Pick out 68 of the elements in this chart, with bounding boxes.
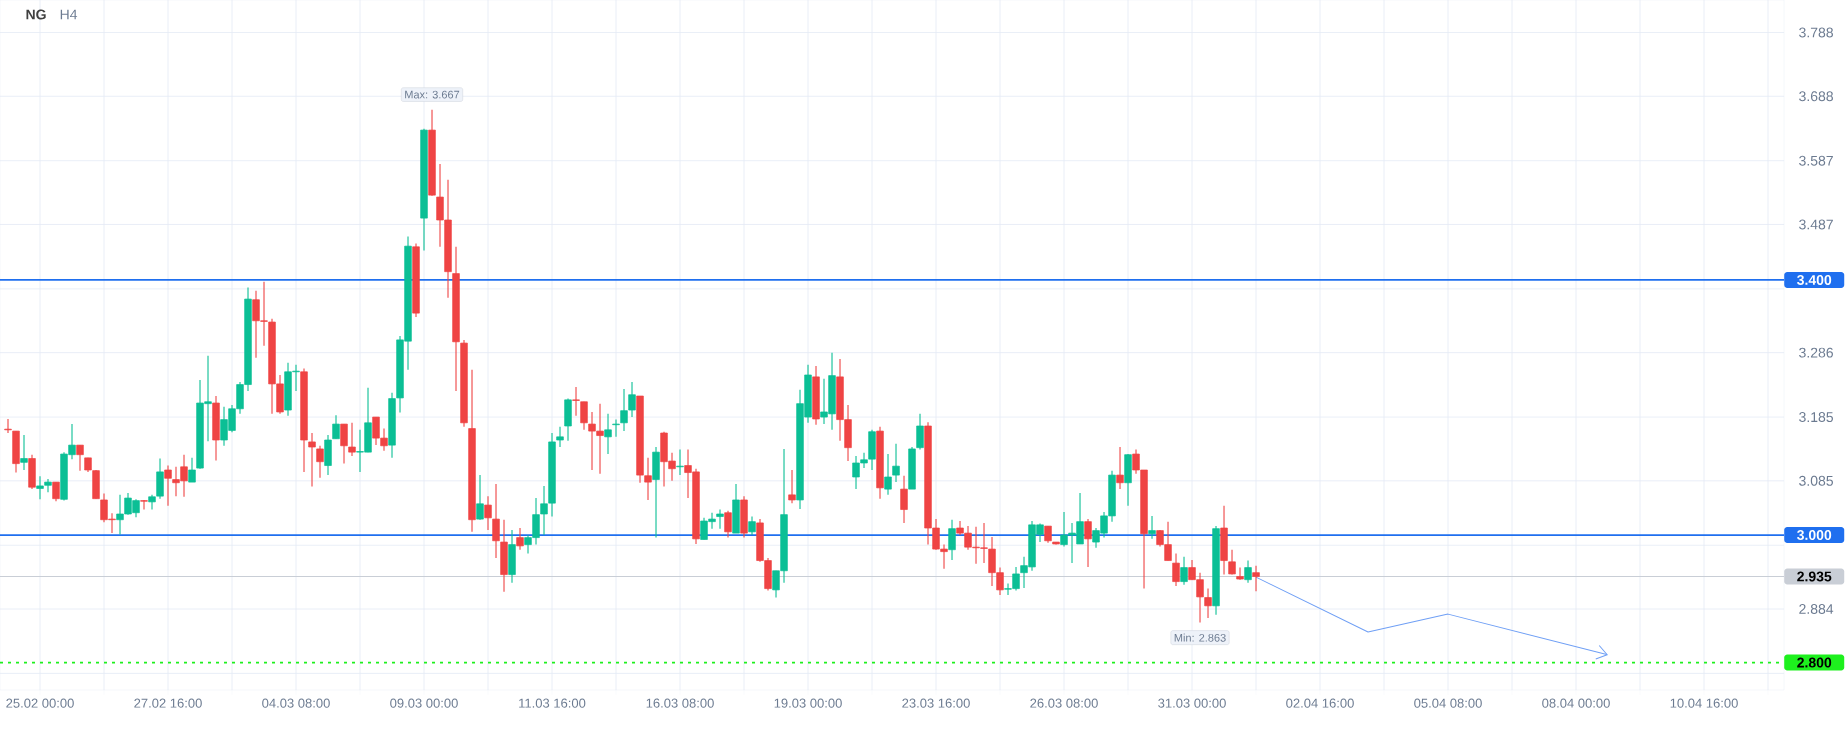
candlestick <box>884 453 892 496</box>
x-tick-label: 19.03 00:00 <box>774 698 842 708</box>
candlestick <box>164 464 172 507</box>
x-tick-label: 31.03 00:00 <box>1158 698 1226 708</box>
candlestick <box>20 434 28 471</box>
candlestick <box>1244 559 1252 584</box>
y-tick-label: 3.185 <box>1799 412 1833 423</box>
candlestick <box>188 457 196 483</box>
candlestick <box>724 510 732 539</box>
x-tick-label: 02.04 16:00 <box>1286 698 1354 708</box>
candlestick <box>1084 518 1092 568</box>
candlestick <box>1228 549 1236 576</box>
x-tick-label: 08.04 00:00 <box>1542 698 1610 708</box>
y-tick-label: 3.487 <box>1799 219 1833 230</box>
ref-line-label: 3.000 <box>1797 530 1832 540</box>
candlestick <box>1180 556 1188 586</box>
x-tick-label: 10.04 16:00 <box>1670 698 1738 708</box>
annotation: Min: 2.863 <box>1174 633 1226 642</box>
y-tick-label: 3.688 <box>1799 91 1833 102</box>
y-tick-label: 3.788 <box>1799 27 1833 38</box>
candlestick <box>948 519 956 561</box>
y-tick-label: 2.884 <box>1799 604 1834 614</box>
x-tick-label: 09.03 00:00 <box>390 698 458 708</box>
x-tick-label: 16.03 08:00 <box>646 698 714 708</box>
candlestick <box>556 426 564 448</box>
candlestick <box>900 475 908 524</box>
candlestick <box>140 499 148 511</box>
x-tick-label: 05.04 08:00 <box>1414 698 1482 708</box>
candlestick <box>348 422 356 457</box>
ref-line-label: 3.400 <box>1797 274 1832 285</box>
candlestick <box>1236 567 1244 581</box>
text: H4 <box>60 9 78 20</box>
candlestick <box>612 419 620 438</box>
text: NG <box>26 9 46 20</box>
candlestick <box>492 483 500 559</box>
x-tick-label: 11.03 16:00 <box>519 698 586 708</box>
x-tick-label: 04.03 08:00 <box>262 698 330 708</box>
x-tick-label: 23.03 16:00 <box>902 698 970 708</box>
candlestick <box>484 495 492 531</box>
candlestick <box>788 469 796 504</box>
candlestick <box>604 413 612 455</box>
x-tick-label: 26.03 08:00 <box>1030 698 1098 708</box>
ref-line-label: 2.800 <box>1797 657 1832 668</box>
candlestick <box>340 423 348 465</box>
candlestick <box>516 527 524 551</box>
ref-line-label: 2.935 <box>1797 571 1832 582</box>
candlestick <box>1148 515 1156 540</box>
candlestick <box>1116 446 1124 490</box>
candlestick <box>76 444 84 472</box>
candlestick <box>52 481 60 502</box>
candlestick <box>1252 565 1260 592</box>
candlestick <box>572 386 580 417</box>
candlestick <box>748 515 756 536</box>
candlestick <box>1172 552 1180 587</box>
y-tick-label: 3.085 <box>1799 475 1833 486</box>
candlestick <box>332 414 340 440</box>
candlestick <box>308 432 316 488</box>
x-tick-label: 27.02 16:00 <box>134 698 202 708</box>
candlestick <box>580 401 588 431</box>
y-tick-label: 3.286 <box>1799 347 1833 358</box>
candlestick <box>716 508 724 530</box>
candlestick <box>892 443 900 483</box>
candlestick <box>316 445 324 479</box>
y-tick-label: 3.587 <box>1799 155 1833 166</box>
x-tick-label: 25.02 00:00 <box>6 698 74 708</box>
annotation: Max: 3.667 <box>405 90 460 99</box>
candlestick <box>916 413 924 451</box>
candlestick <box>476 474 484 521</box>
